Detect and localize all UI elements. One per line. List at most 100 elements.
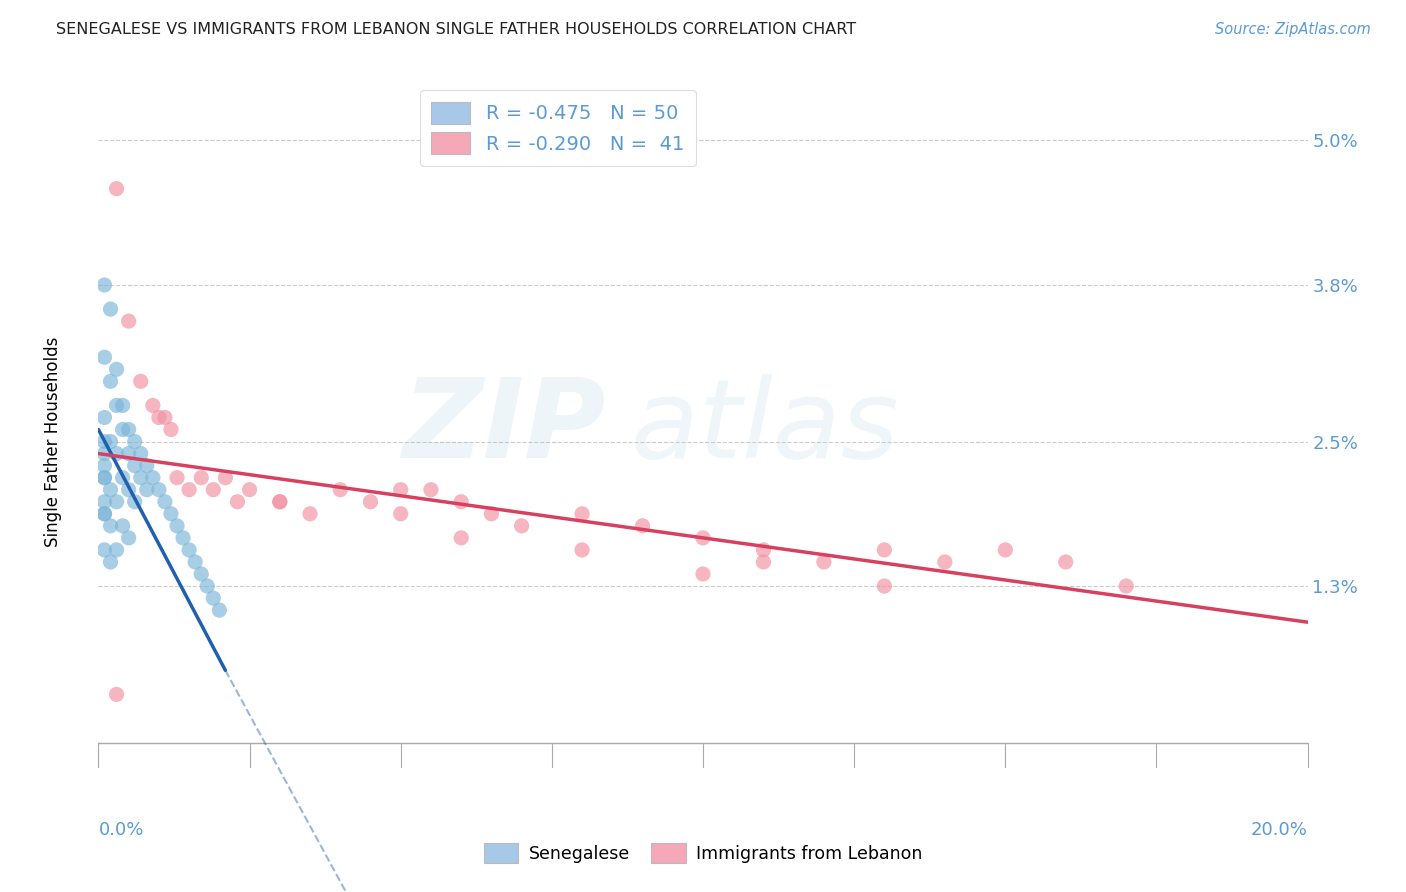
Point (160, 422, 183, 436)
Point (1115, 579, 1137, 593)
Point (214, 470, 236, 484)
Point (93, 494, 115, 508)
Point (184, 555, 207, 569)
Point (752, 555, 775, 569)
Point (389, 483, 412, 497)
Point (105, 446, 128, 460)
Point (934, 555, 956, 569)
Point (208, 603, 231, 617)
Point (813, 555, 835, 569)
Text: SENEGALESE VS IMMIGRANTS FROM LEBANON SINGLE FATHER HOUSEHOLDS CORRELATION CHART: SENEGALESE VS IMMIGRANTS FROM LEBANON SI… (56, 22, 856, 37)
Point (118, 422, 141, 436)
Point (142, 470, 165, 484)
Point (631, 518, 654, 533)
Point (135, 483, 157, 497)
Point (93, 507, 115, 521)
Point (105, 542, 128, 557)
Point (153, 410, 176, 425)
Point (148, 410, 170, 425)
Point (124, 458, 146, 473)
Point (873, 542, 896, 557)
Point (118, 531, 141, 545)
Point (93, 470, 115, 484)
Point (195, 579, 218, 593)
Text: 0.0%: 0.0% (98, 821, 143, 838)
Text: Source: ZipAtlas.com: Source: ZipAtlas.com (1215, 22, 1371, 37)
Point (93, 446, 115, 460)
Point (299, 507, 322, 521)
Point (269, 494, 291, 508)
Legend: R = -0.475   N = 50, R = -0.290   N =  41: R = -0.475 N = 50, R = -0.290 N = 41 (420, 90, 696, 166)
Point (118, 314, 141, 328)
Point (994, 542, 1017, 557)
Legend: Senegalese, Immigrants from Lebanon: Senegalese, Immigrants from Lebanon (477, 836, 929, 870)
Point (692, 567, 714, 582)
Point (111, 398, 134, 412)
Point (142, 398, 165, 412)
Point (111, 470, 134, 484)
Point (389, 507, 412, 521)
Point (93, 350, 115, 364)
Point (135, 458, 157, 473)
Point (450, 494, 472, 508)
Point (329, 483, 352, 497)
Point (692, 531, 714, 545)
Point (166, 470, 188, 484)
Text: atlas: atlas (630, 374, 898, 481)
Point (450, 531, 472, 545)
Point (105, 398, 128, 412)
Point (166, 518, 188, 533)
Point (93, 458, 115, 473)
Point (202, 591, 225, 606)
Point (129, 374, 152, 388)
Point (510, 518, 533, 533)
Point (105, 181, 128, 195)
Point (269, 494, 291, 508)
Text: Single Father Households: Single Father Households (44, 336, 62, 547)
Point (93, 507, 115, 521)
Point (111, 518, 134, 533)
Point (1054, 555, 1077, 569)
Point (226, 494, 249, 508)
Point (148, 483, 170, 497)
Point (153, 494, 176, 508)
Point (172, 531, 194, 545)
Point (93, 277, 115, 292)
Point (100, 518, 122, 533)
Point (93, 470, 115, 484)
Point (124, 434, 146, 449)
Point (360, 494, 382, 508)
Point (481, 507, 503, 521)
Point (100, 434, 122, 449)
Point (571, 507, 593, 521)
Point (179, 542, 201, 557)
Point (202, 483, 225, 497)
Point (571, 542, 593, 557)
Point (100, 301, 122, 317)
Point (111, 422, 134, 436)
Point (93, 410, 115, 425)
Point (100, 555, 122, 569)
Text: ZIP: ZIP (402, 374, 606, 481)
Text: 20.0%: 20.0% (1251, 821, 1308, 838)
Point (190, 470, 212, 484)
Point (93, 434, 115, 449)
Point (93, 542, 115, 557)
Point (105, 494, 128, 508)
Point (160, 507, 183, 521)
Point (100, 374, 122, 388)
Point (100, 483, 122, 497)
Point (124, 494, 146, 508)
Point (118, 483, 141, 497)
Point (129, 446, 152, 460)
Point (873, 579, 896, 593)
Point (105, 687, 128, 701)
Point (190, 567, 212, 582)
Point (129, 470, 152, 484)
Point (179, 483, 201, 497)
Point (105, 362, 128, 376)
Point (752, 542, 775, 557)
Point (118, 446, 141, 460)
Point (420, 483, 443, 497)
Point (239, 483, 262, 497)
